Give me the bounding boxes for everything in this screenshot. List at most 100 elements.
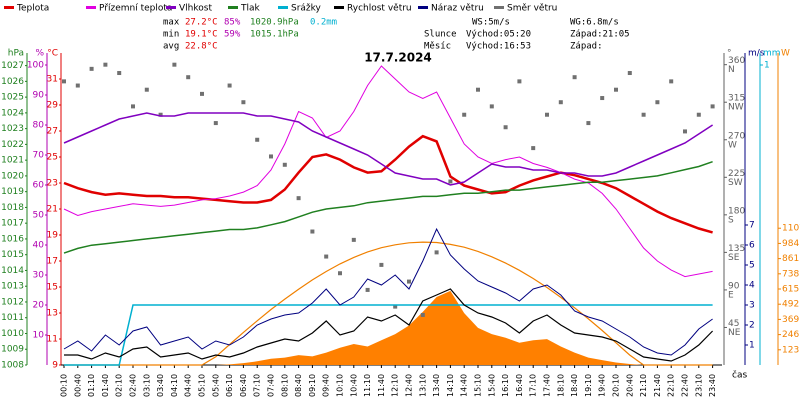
y-tick-label: 1010 <box>1 329 24 339</box>
direction-point <box>310 229 315 234</box>
direction-point <box>683 129 687 134</box>
y-tick-label: 1017 <box>1 219 24 229</box>
x-tick-label: 11:40 <box>377 374 386 397</box>
direction-point <box>420 312 425 317</box>
direction-point <box>517 79 522 84</box>
legend-label: Přízemní teplota <box>99 4 172 14</box>
direction-point <box>144 87 149 92</box>
wind-gust: WG:6.8m/s <box>570 18 619 28</box>
series-line <box>64 288 714 362</box>
x-tick-label: 02:10 <box>115 374 124 397</box>
y-tick-label: 1018 <box>1 203 24 213</box>
x-tick-label: 07:40 <box>267 374 276 397</box>
direction-point <box>627 71 632 76</box>
y-tick-label: 3 <box>749 301 755 311</box>
legend-marker <box>334 6 344 9</box>
y-tick-label: 80 <box>33 121 45 131</box>
y-tick-label: 4 <box>749 281 755 291</box>
y-tick-label: 90 <box>33 91 45 101</box>
y-tick-label: 1014 <box>1 266 24 276</box>
direction-point <box>379 262 384 267</box>
moon-label: Měsíc <box>424 42 451 52</box>
x-tick-label: 06:10 <box>225 374 234 397</box>
y-tick-label: 270 <box>728 131 745 141</box>
y-tick-label: 19 <box>47 231 59 241</box>
y-tick-label: 360 <box>728 56 745 66</box>
x-tick-label: 08:10 <box>280 374 289 397</box>
y-tick-label: 1013 <box>1 282 24 292</box>
y-tick-label: 1015 <box>1 250 24 260</box>
axis-unit: hPa <box>8 49 24 59</box>
direction-point <box>172 62 177 67</box>
direction-point <box>710 104 715 109</box>
direction-point <box>696 112 701 117</box>
y-tick-label: 1011 <box>1 313 24 323</box>
direction-name: NW <box>728 103 744 113</box>
legend-marker <box>4 6 14 9</box>
y-tick-label: 40 <box>33 241 45 251</box>
sun-set: Západ:21:05 <box>570 30 630 40</box>
x-tick-label: 14:10 <box>446 374 455 397</box>
x-tick-label: 15:40 <box>487 374 496 397</box>
y-tick-label: 31 <box>47 75 58 85</box>
x-axis-label: čas <box>732 370 747 381</box>
y-tick-label: 1023 <box>1 124 24 134</box>
x-tick-label: 04:40 <box>184 374 193 397</box>
direction-point <box>476 87 480 92</box>
y-tick-label: 1009 <box>1 345 24 355</box>
stat-label: max <box>163 18 180 28</box>
x-tick-label: 00:40 <box>73 374 82 397</box>
x-tick-label: 22:10 <box>667 374 676 397</box>
series-line <box>64 241 713 366</box>
direction-point <box>531 146 536 151</box>
series-line <box>63 160 713 254</box>
x-tick-label: 01:40 <box>101 374 110 397</box>
y-tick-label: 50 <box>33 211 45 221</box>
x-tick-label: 06:40 <box>239 374 248 397</box>
x-tick-label: 21:40 <box>653 374 662 397</box>
y-tick-label: 615 <box>782 285 799 295</box>
x-tick-label: 23:40 <box>708 374 717 397</box>
direction-point <box>462 112 467 117</box>
chart-title: 17.7.2024 <box>364 51 432 65</box>
x-tick-label: 15:10 <box>474 374 483 397</box>
x-tick-label: 03:40 <box>156 374 165 397</box>
y-tick-label: 70 <box>33 151 45 161</box>
axis-unit: m/s <box>748 49 765 59</box>
x-tick-label: 20:10 <box>612 374 621 397</box>
stat-value: 85% <box>224 18 241 28</box>
y-tick-label: 123 <box>782 345 799 355</box>
x-tick-label: 11:10 <box>363 374 372 397</box>
legend-label: Směr větru <box>507 4 557 14</box>
stat-value: 1015.1hPa <box>250 30 299 40</box>
x-tick-label: 13:10 <box>418 374 427 397</box>
y-tick-label: 15 <box>47 283 58 293</box>
wind-speed: WS:5m/s <box>472 18 510 28</box>
direction-point <box>241 100 246 105</box>
solar-area <box>64 290 713 365</box>
legend-marker <box>166 6 176 9</box>
x-tick-label: 01:10 <box>87 374 96 397</box>
x-tick-label: 17:40 <box>543 374 552 397</box>
direction-point <box>503 125 508 130</box>
stat-value: 27.2°C <box>185 18 218 28</box>
y-tick-label: 20 <box>33 301 45 311</box>
direction-point <box>351 237 356 242</box>
stat-label: min <box>163 30 179 40</box>
x-tick-label: 16:10 <box>501 374 510 397</box>
direction-point <box>158 112 163 117</box>
y-tick-label: 2 <box>749 321 755 331</box>
y-tick-label: 1021 <box>1 156 24 166</box>
x-tick-label: 09:40 <box>322 374 331 397</box>
direction-point <box>227 83 232 88</box>
series-line <box>64 304 713 366</box>
x-tick-label: 10:10 <box>336 374 345 397</box>
x-tick-label: 17:10 <box>529 374 538 397</box>
series-line <box>63 227 713 356</box>
y-tick-label: 45 <box>728 319 739 329</box>
series-line <box>63 65 713 278</box>
x-tick-label: 12:40 <box>405 374 414 397</box>
x-tick-label: 22:40 <box>681 374 690 397</box>
direction-point <box>641 112 646 117</box>
x-tick-label: 08:40 <box>294 374 303 397</box>
